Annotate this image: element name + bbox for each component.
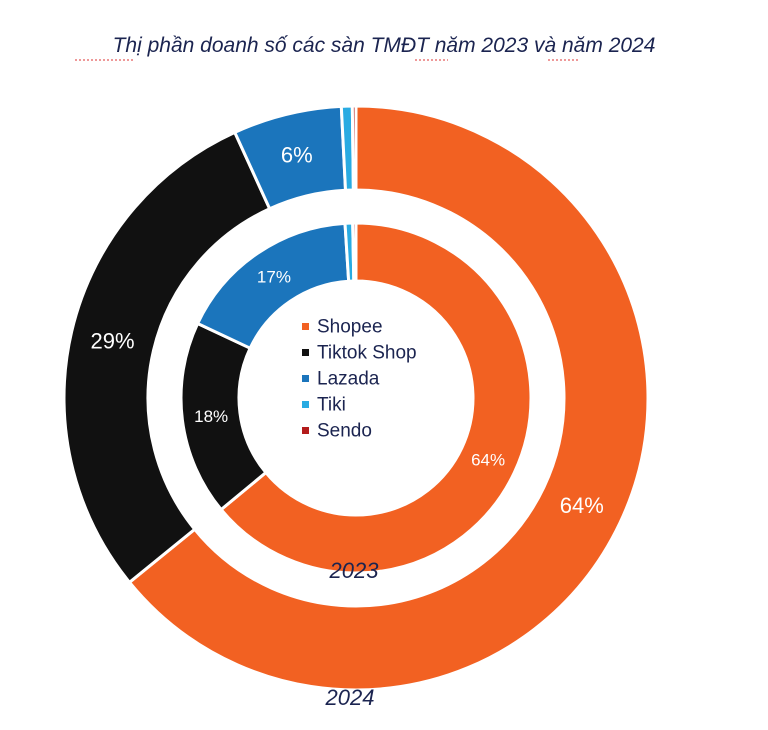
data-label-2024-tiktok-shop: 29% [91,329,135,354]
slice-2024-sendo [350,104,358,192]
legend-label-tiki: Tiki [317,395,346,416]
outer-ring-year-label: 2024 [325,685,375,710]
chart-title: Thị phần doanh số các sàn TMĐT năm 2023 … [113,34,656,57]
data-label-2023-lazada: 17% [257,268,291,287]
legend-swatch-tiki [302,401,309,408]
slice-2023-shopee [219,221,533,575]
legend-swatch-sendo [302,427,309,434]
legend-swatch-lazada [302,375,309,382]
legend: Shopee Tiktok Shop Lazada Tiki Sendo [302,317,417,442]
slice-2023-sendo [351,221,358,283]
data-label-2024-shopee: 64% [560,493,604,518]
legend-swatch-tiktok-shop [302,349,309,356]
inner-ring-year-label: 2023 [329,558,380,583]
data-label-2023-tiktok-shop: 18% [194,407,228,426]
data-label-2024-lazada: 6% [281,143,313,168]
legend-label-sendo: Sendo [317,421,372,442]
inner-ring-2023: 64% 18% 17% [179,221,533,575]
legend-label-shopee: Shopee [317,317,383,338]
legend-label-lazada: Lazada [317,369,380,390]
outer-ring-2024: 64% 29% 6% [62,104,650,692]
slice-2024-shopee [127,104,650,692]
legend-label-tiktok-shop: Tiktok Shop [317,343,417,364]
slice-2024-tiktok-shop [62,130,272,585]
data-label-2023-shopee: 64% [471,451,505,470]
legend-swatch-shopee [302,323,309,330]
